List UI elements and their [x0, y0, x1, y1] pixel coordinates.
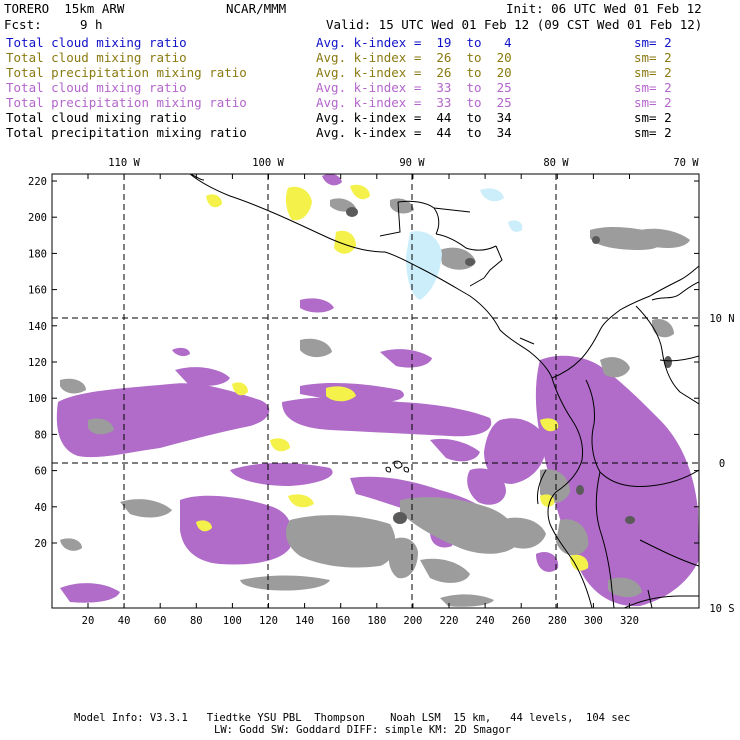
y-tick-label: 120	[28, 357, 47, 369]
legend-field-0: Total cloud mixing ratio	[6, 35, 187, 50]
latitude-label: 10 S	[709, 603, 734, 615]
x-tick-label: 140	[295, 615, 314, 627]
latitude-label: 10 N	[709, 313, 734, 325]
forecast-hour: 9 h	[80, 17, 103, 32]
y-tick-label: 40	[34, 502, 47, 514]
violet-cloud-areas	[56, 174, 699, 607]
y-tick-label: 160	[28, 285, 47, 297]
legend-kindex-2: Avg. k-index = 26 to 20	[316, 65, 512, 80]
y-axis: 220 200 180 160 140 120 100 80 60 40 20	[28, 176, 699, 550]
legend-kindex-6: Avg. k-index = 44 to 34	[316, 125, 512, 140]
lat-lon-grid	[52, 174, 699, 608]
y-tick-label: 140	[28, 321, 47, 333]
y-tick-label: 100	[28, 393, 47, 405]
y-tick-label: 80	[34, 429, 47, 441]
legend-kindex-3: Avg. k-index = 33 to 25	[316, 80, 512, 95]
model-info: Model Info: V3.3.1 Tiedtke YSU PBL Thomp…	[74, 712, 631, 724]
dark-cloud-cores	[346, 207, 672, 524]
x-tick-label: 120	[259, 615, 278, 627]
longitude-label: 70 W	[673, 157, 699, 169]
light-blue-cloud-areas	[406, 188, 523, 300]
forecast-label: Fcst:	[4, 17, 42, 32]
yellow-cloud-areas	[196, 184, 589, 571]
org-label: NCAR/MMM	[226, 1, 287, 16]
legend-field-2: Total precipitation mixing ratio	[6, 65, 247, 80]
longitude-label: 100 W	[252, 157, 284, 169]
x-tick-label: 180	[367, 615, 386, 627]
legend-sm-6: sm= 2	[634, 125, 672, 140]
legend-kindex-5: Avg. k-index = 44 to 34	[316, 110, 512, 125]
legend-sm-4: sm= 2	[634, 95, 672, 110]
legend-sm-2: sm= 2	[634, 65, 672, 80]
x-tick-label: 20	[82, 615, 95, 627]
legend-kindex-0: Avg. k-index = 19 to 4	[316, 35, 512, 50]
legend-sm-0: sm= 2	[634, 35, 672, 50]
latitude-label: 0	[719, 458, 725, 470]
latitude-labels: 10 N 0 10 S	[709, 313, 734, 615]
x-tick-label: 200	[403, 615, 422, 627]
x-tick-label: 160	[331, 615, 350, 627]
plot-frame	[51, 173, 700, 609]
legend-sm-1: sm= 2	[634, 50, 672, 65]
legend-sm-5: sm= 2	[634, 110, 672, 125]
valid-time: Valid: 15 UTC Wed 01 Feb 12 (09 CST Wed …	[326, 17, 703, 32]
x-tick-label: 60	[154, 615, 167, 627]
x-tick-label: 320	[620, 615, 639, 627]
legend-field-6: Total precipitation mixing ratio	[6, 125, 247, 140]
y-tick-label: 180	[28, 248, 47, 260]
physics-info: LW: Godd SW: Goddard DIFF: simple KM: 2D…	[214, 724, 512, 736]
legend-field-5: Total cloud mixing ratio	[6, 110, 187, 125]
longitude-label: 80 W	[543, 157, 569, 169]
y-tick-label: 60	[34, 466, 47, 478]
longitude-labels: 110 W 100 W 90 W 80 W 70 W	[108, 157, 699, 169]
y-tick-label: 20	[34, 538, 47, 550]
cloud-field-layer	[52, 174, 699, 608]
coastlines	[189, 174, 699, 608]
longitude-label: 90 W	[399, 157, 425, 169]
legend-kindex-4: Avg. k-index = 33 to 25	[316, 95, 512, 110]
legend-field-1: Total cloud mixing ratio	[6, 50, 187, 65]
longitude-label: 110 W	[108, 157, 140, 169]
model-title: TORERO 15km ARW	[4, 1, 125, 16]
x-tick-label: 280	[548, 615, 567, 627]
x-tick-label: 100	[223, 615, 242, 627]
legend-sm-3: sm= 2	[634, 80, 672, 95]
x-axis: 20 40 60 80 100 120 140 160 180 200 220 240 260 280 30…	[82, 174, 639, 627]
y-tick-label: 200	[28, 212, 47, 224]
legend-field-4: Total precipitation mixing ratio	[6, 95, 247, 110]
legend-field-3: Total cloud mixing ratio	[6, 80, 187, 95]
x-tick-label: 300	[584, 615, 603, 627]
x-tick-label: 80	[190, 615, 203, 627]
gray-cloud-areas	[60, 198, 690, 607]
init-time: Init: 06 UTC Wed 01 Feb 12	[506, 1, 702, 16]
x-tick-label: 260	[512, 615, 531, 627]
y-tick-label: 220	[28, 176, 47, 188]
x-tick-label: 240	[476, 615, 495, 627]
x-tick-label: 40	[118, 615, 131, 627]
x-tick-label: 220	[440, 615, 459, 627]
legend-kindex-1: Avg. k-index = 26 to 20	[316, 50, 512, 65]
